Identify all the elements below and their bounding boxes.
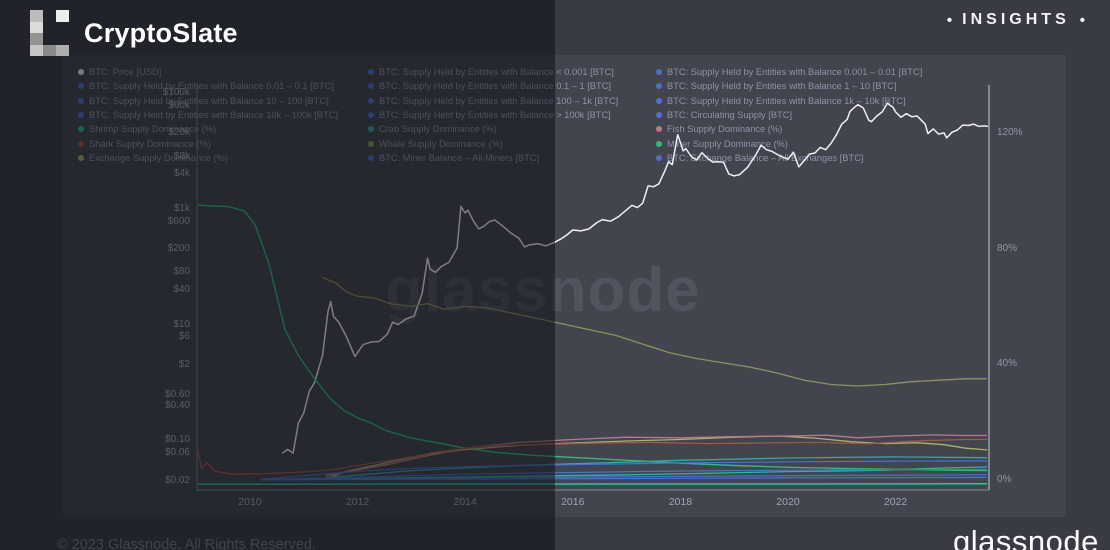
legend-label: BTC: Supply Held by Entities with Balanc… — [667, 81, 897, 92]
logo-pixel — [30, 10, 43, 22]
logo-pixel — [30, 21, 43, 33]
logo-pixel — [56, 33, 69, 45]
legend-dot-icon — [656, 140, 662, 147]
year-tick-label: 2018 — [668, 496, 693, 508]
insights-label: INSIGHTS — [962, 11, 1070, 28]
copyright-text: © 2023 Glassnode. All Rights Reserved. — [57, 537, 316, 550]
brand-header: CryptoSlate — [30, 10, 238, 56]
legend-label: BTC: Circulating Supply [BTC] — [667, 110, 793, 121]
legend-label: BTC: Supply Held by Entities with Balanc… — [667, 95, 906, 106]
percent-tick-label: 40% — [997, 358, 1018, 370]
legend-dot-icon — [656, 83, 662, 90]
year-tick-label: 2020 — [776, 496, 800, 508]
bullet-icon: • — [1079, 11, 1085, 29]
legend-label: Miner Supply Dominance (%) — [667, 138, 788, 149]
legend-column: BTC: Supply Held by Entities with Balanc… — [656, 65, 922, 165]
logo-pixel — [56, 44, 69, 56]
legend-dot-icon — [656, 97, 662, 104]
legend-dot-icon — [656, 154, 662, 161]
bullet-icon: • — [946, 11, 953, 29]
legend-item[interactable]: BTC: Supply Held by Entities with Balanc… — [656, 79, 922, 93]
logo-pixel — [43, 22, 56, 34]
logo-pixel — [30, 44, 43, 56]
legend-dot-icon — [656, 112, 662, 119]
logo-pixel — [43, 10, 56, 22]
year-tick-label: 2022 — [883, 496, 908, 508]
insights-badge: • INSIGHTS • — [947, 11, 1085, 29]
logo-pixel — [30, 33, 43, 45]
cryptoslate-logo-icon — [30, 10, 69, 56]
legend-label: Fish Supply Dominance (%) — [667, 124, 783, 135]
logo-pixel — [56, 22, 69, 34]
logo-pixel — [43, 44, 56, 56]
glassnode-wordmark: glassnode — [953, 524, 1099, 550]
percent-tick-label: 80% — [997, 242, 1018, 254]
legend-item[interactable]: BTC: Circulating Supply [BTC] — [656, 108, 922, 122]
legend-label: BTC: Exchange Balance – All Exchanges [B… — [667, 152, 864, 163]
percent-tick-label: 120% — [997, 126, 1023, 138]
series-line-miner-supply-dominance-pct — [197, 204, 988, 472]
series-line-circulating-supply-baseline-btc — [197, 483, 988, 486]
legend-dot-icon — [656, 69, 662, 76]
brand-title: CryptoSlate — [84, 17, 238, 48]
legend-label: BTC: Supply Held by Entities with Balanc… — [667, 67, 923, 78]
legend-item[interactable]: BTC: Exchange Balance – All Exchanges [B… — [656, 151, 922, 165]
percent-tick-label: 0% — [997, 474, 1012, 485]
legend-item[interactable]: BTC: Supply Held by Entities with Balanc… — [656, 65, 922, 79]
year-tick-label: 2016 — [561, 496, 585, 508]
legend-dot-icon — [656, 126, 662, 133]
logo-pixel — [56, 10, 69, 22]
series-line-btc-price-usd — [281, 102, 989, 454]
legend-item[interactable]: Miner Supply Dominance (%) — [656, 136, 922, 150]
legend-item[interactable]: Fish Supply Dominance (%) — [656, 122, 922, 136]
logo-pixel — [43, 33, 56, 45]
legend-item[interactable]: BTC: Supply Held by Entities with Balanc… — [656, 94, 922, 108]
